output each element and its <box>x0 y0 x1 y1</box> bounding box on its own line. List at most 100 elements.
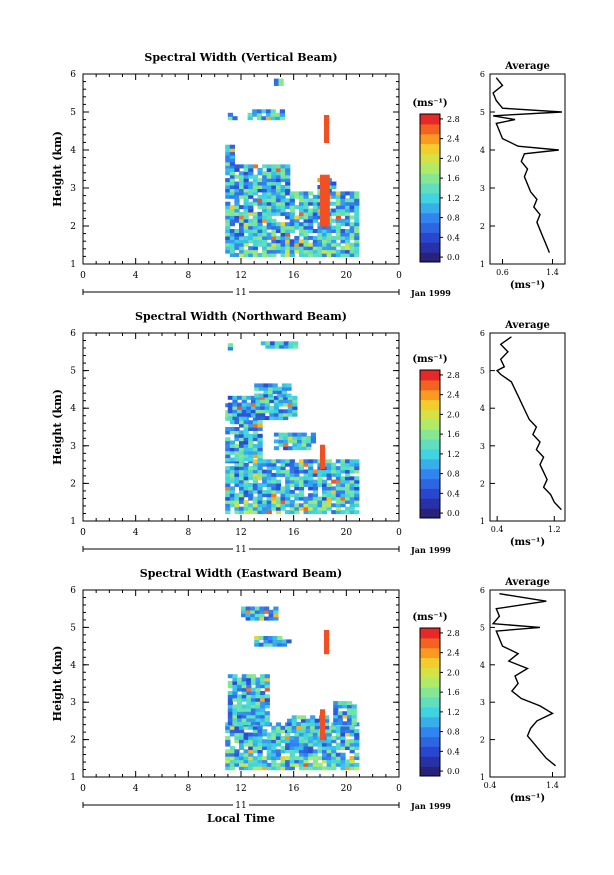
colorbar-swatch <box>420 647 440 659</box>
heatmap-cell <box>271 486 277 491</box>
heatmap-cell <box>255 395 261 400</box>
heatmap-cell <box>232 680 238 685</box>
heatmap-cell <box>275 735 282 740</box>
x-tick-label: 8 <box>185 784 191 794</box>
heatmap-cell <box>243 476 249 481</box>
heatmap-cell <box>278 395 284 400</box>
heatmap-cell <box>286 639 292 644</box>
heatmap-cell <box>246 674 252 679</box>
heatmap-cell <box>324 118 330 123</box>
heatmap-cell <box>248 181 254 186</box>
heatmap-cell <box>239 437 245 442</box>
heatmap-cell <box>266 510 272 515</box>
y-tick-label: 2 <box>70 479 76 489</box>
heatmap-cell <box>250 405 257 410</box>
heatmap-cell <box>275 208 282 213</box>
x-axis-label: Local Time <box>207 812 275 825</box>
chart-title: Spectral Width (Northward Beam) <box>135 310 347 323</box>
heatmap-cell <box>229 420 235 425</box>
heatmap-cell <box>285 222 291 227</box>
heatmap-cell <box>229 440 235 445</box>
heatmap-cell <box>303 215 309 220</box>
heatmap-cell <box>271 506 277 511</box>
heatmap-cell <box>232 412 238 417</box>
heatmap-cell <box>303 739 309 744</box>
heatmap-cell <box>255 694 261 699</box>
heatmap-cell <box>234 430 240 435</box>
heatmap-cell <box>257 506 263 511</box>
heatmap-cell <box>229 229 235 233</box>
colorbar-tick-label: 2.4 <box>447 391 460 400</box>
heatmap-cell <box>271 229 277 233</box>
heatmap-cell <box>340 246 346 251</box>
heatmap-cell <box>337 714 343 719</box>
heatmap-cell <box>237 697 243 702</box>
heatmap-cell <box>225 742 231 747</box>
heatmap-cell <box>280 178 286 183</box>
colorbar-swatch <box>420 677 440 688</box>
heatmap-cell <box>254 639 260 644</box>
heatmap-cell <box>335 469 341 474</box>
heatmap-cell <box>239 752 245 757</box>
heatmap-cell <box>345 729 351 734</box>
heatmap-cell <box>264 677 270 682</box>
heatmap-cell <box>347 721 353 726</box>
heatmap-cell <box>308 496 314 501</box>
heatmap-cell <box>243 447 249 452</box>
heatmap-cell <box>312 229 318 233</box>
heatmap-cell <box>271 164 277 169</box>
heatmap-cell <box>262 506 268 511</box>
heatmap-cell <box>303 222 309 227</box>
heatmap-cell <box>333 711 339 716</box>
y-tick-label: 6 <box>70 586 76 596</box>
heatmap-cell <box>252 235 258 240</box>
heatmap-cell <box>345 211 351 216</box>
heatmap-cell <box>252 246 258 251</box>
heatmap-cell <box>234 239 240 244</box>
heatmap-cell <box>263 390 269 395</box>
heatmap-cell <box>285 249 291 254</box>
heatmap-cell <box>312 752 318 757</box>
heatmap-cell <box>298 191 305 196</box>
heatmap-cell <box>266 198 272 203</box>
heatmap-cell <box>354 232 360 237</box>
heatmap-cell <box>340 739 346 744</box>
heatmap-cell <box>298 208 305 213</box>
heatmap-cell <box>271 225 277 230</box>
heatmap-cell <box>237 405 243 410</box>
heatmap-cell <box>345 486 351 491</box>
heatmap-cell <box>337 704 343 709</box>
heatmap-cell <box>280 232 286 237</box>
colorbar-swatch <box>420 706 440 718</box>
heatmap-cell <box>262 218 268 223</box>
heatmap-cell <box>345 466 351 471</box>
heatmap-cell <box>229 766 235 771</box>
heatmap-cell <box>229 447 235 452</box>
heatmap-cell <box>331 225 337 230</box>
heatmap-cell <box>320 198 326 203</box>
heatmap-cell <box>257 729 263 734</box>
heatmap-cell <box>335 746 341 750</box>
heatmap-cell <box>252 486 258 491</box>
heatmap-cell <box>289 208 295 213</box>
heatmap-cell <box>322 766 328 771</box>
heatmap-cell <box>324 646 330 651</box>
heatmap-cell <box>340 232 346 237</box>
heatmap-cell <box>303 235 309 240</box>
heatmap-cell <box>297 439 303 444</box>
heatmap-cell <box>308 218 314 223</box>
heatmap-cell <box>294 466 300 471</box>
heatmap-cell <box>234 756 240 761</box>
heatmap-cell <box>234 437 240 442</box>
heatmap-cell <box>331 229 337 233</box>
heatmap-cell <box>320 191 326 196</box>
heatmap-cell <box>232 395 238 400</box>
heatmap-cell <box>252 174 258 179</box>
colorbar-swatch <box>420 657 440 668</box>
heatmap-cell <box>275 185 282 189</box>
heatmap-cell <box>280 756 286 761</box>
heatmap-cell <box>322 510 328 515</box>
heatmap-cell <box>262 188 268 193</box>
heatmap-cell <box>326 739 332 744</box>
heatmap-cell <box>264 701 270 706</box>
